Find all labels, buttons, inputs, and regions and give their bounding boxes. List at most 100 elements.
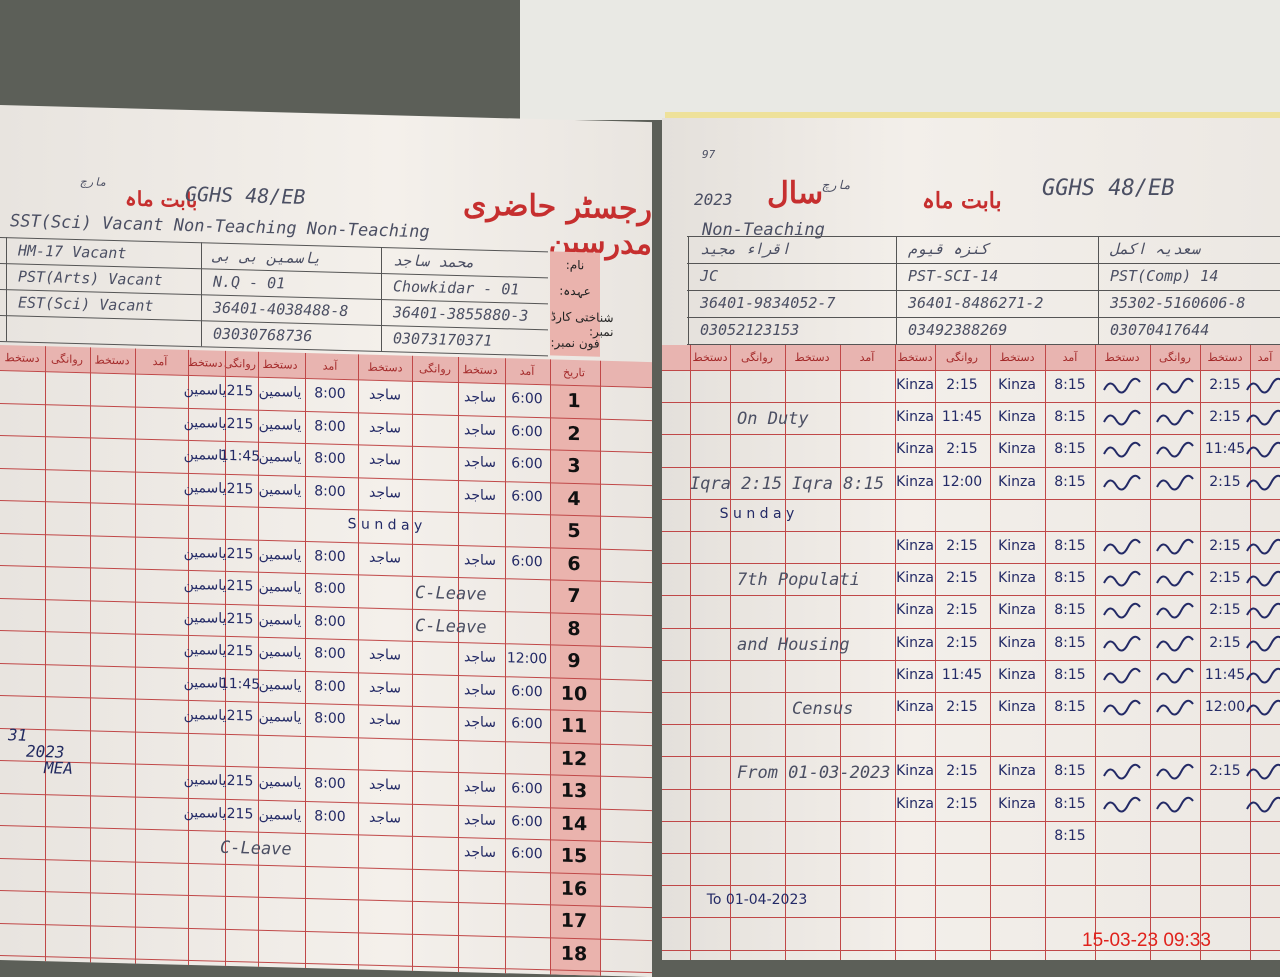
handwritten-entry: 215 <box>226 382 254 400</box>
signature-scribble-icon <box>1246 635 1280 652</box>
grid-column-line <box>600 360 601 977</box>
staff-post: N.Q - 01 <box>213 272 286 293</box>
handwritten-entry: Kinza <box>998 795 1036 812</box>
year-value: 2023 <box>694 190 733 209</box>
date-number: 8 <box>567 617 581 640</box>
handwritten-entry: 6:00 <box>511 845 543 863</box>
grid-column-line <box>1250 345 1251 960</box>
handwritten-entry: 215 <box>226 577 254 595</box>
handwritten-entry: 7th Populati <box>737 570 860 591</box>
handwritten-entry: 8:00 <box>314 580 346 598</box>
grid-row-line <box>662 885 1280 887</box>
handwritten-entry: یاسمین <box>258 416 302 434</box>
handwritten-entry: 2:15 <box>946 377 978 393</box>
rule-line <box>687 344 1280 345</box>
rule-line <box>687 236 1280 237</box>
column-header: روانگی <box>946 351 978 364</box>
grid-row-line <box>662 370 1280 371</box>
column-header: دستخط <box>794 351 830 364</box>
grid-column-line <box>690 345 691 960</box>
grid-column-line <box>785 345 786 960</box>
signature-scribble-icon <box>1246 410 1280 426</box>
handwritten-entry: 8:15 <box>1054 570 1086 587</box>
handwritten-entry: Kinza <box>896 570 934 587</box>
date-number: 2 <box>567 422 581 445</box>
staff-phone: 03492388269 <box>908 321 1008 339</box>
grid-column-line <box>840 345 841 960</box>
handwritten-entry: 215 <box>226 805 254 823</box>
column-divider <box>201 242 202 347</box>
handwritten-entry: Kinza <box>998 441 1036 458</box>
handwritten-entry: ساجد <box>369 776 401 794</box>
handwritten-entry: 2:15 <box>946 441 978 458</box>
handwritten-entry: Kinza <box>896 795 934 812</box>
handwritten-entry: 8:00 <box>314 645 346 663</box>
row-label: فون نمبر: <box>550 335 600 351</box>
margin-note: 31 <box>8 725 28 745</box>
month-label: بابت ماہ <box>922 188 1002 214</box>
column-divider <box>688 236 689 344</box>
signature-scribble-icon <box>1103 377 1141 394</box>
date-number: 15 <box>560 844 588 868</box>
handwritten-entry: Kinza <box>896 409 934 426</box>
date-number: 17 <box>560 909 588 933</box>
handwritten-entry: یاسمین <box>183 479 227 497</box>
right-register-page: 97 2023 سال مارچ بابت ماہ GGHS 48/EB Non… <box>662 118 1280 960</box>
handwritten-entry: 8:00 <box>314 710 346 728</box>
signature-scribble-icon <box>1156 667 1194 684</box>
handwritten-entry: 8:15 <box>1054 795 1086 812</box>
signature-scribble-icon <box>1246 474 1280 491</box>
grid-row-line <box>662 788 1280 790</box>
handwritten-entry: 11:45 <box>1204 441 1246 458</box>
handwritten-entry: Kinza <box>998 602 1036 619</box>
grid-column-line <box>730 345 731 960</box>
staff-post: JC <box>700 267 719 285</box>
handwritten-entry: یاسمین <box>258 578 302 596</box>
column-header: دستخط <box>1207 351 1243 364</box>
handwritten-entry: 215 <box>226 642 254 660</box>
grid-column-line <box>90 347 91 977</box>
handwritten-entry: 215 <box>226 545 254 563</box>
handwritten-entry: 12:00 <box>1204 699 1246 715</box>
handwritten-entry: 2:15 <box>1209 409 1241 426</box>
handwritten-entry: 215 <box>226 415 254 433</box>
grid-row-line <box>662 563 1280 565</box>
handwritten-entry: ساجد <box>464 649 496 666</box>
handwritten-entry: Kinza <box>998 699 1036 715</box>
signature-scribble-icon <box>1156 474 1194 491</box>
date-number: 6 <box>567 552 581 575</box>
grid-column-line <box>1200 345 1201 960</box>
year-label: سال <box>767 176 824 211</box>
column-header: دستخط <box>4 351 40 366</box>
staff-cnic: 35302-5160606-8 <box>1110 294 1246 312</box>
row-label: عہدہ: <box>559 283 591 299</box>
grid-column-line <box>258 351 259 977</box>
signature-scribble-icon <box>1103 764 1141 780</box>
handwritten-entry: 2:15 <box>946 795 978 812</box>
handwritten-entry: Kinza <box>896 699 934 715</box>
column-divider <box>6 237 7 342</box>
grid-row-line <box>662 659 1280 661</box>
handwritten-entry: 215 <box>226 707 254 725</box>
signature-scribble-icon <box>1246 377 1280 394</box>
date-number: 5 <box>567 519 581 543</box>
handwritten-entry: 2:15 <box>1209 602 1241 619</box>
month-value: مارچ <box>80 175 107 189</box>
row-label: شناختی کارڈ نمبر: <box>550 309 614 340</box>
handwritten-entry: 8:15 <box>1054 666 1086 683</box>
handwritten-entry: ساجد <box>369 386 401 404</box>
handwritten-entry: ساجد <box>464 844 496 861</box>
handwritten-entry: یاسمین <box>183 381 227 399</box>
handwritten-entry: 8:00 <box>314 450 346 468</box>
handwritten-entry: 6:00 <box>511 422 543 440</box>
grid-row-line <box>662 724 1280 726</box>
handwritten-entry: 8:00 <box>314 482 346 500</box>
signature-scribble-icon <box>1103 667 1141 684</box>
handwritten-entry: 8:15 <box>1054 602 1086 619</box>
handwritten-entry: یاسمین <box>183 771 227 789</box>
handwritten-entry: Kinza <box>896 634 934 651</box>
column-header: دستخط <box>692 351 728 364</box>
grid-row-line <box>662 595 1280 597</box>
grid-column-line <box>305 352 306 977</box>
staff-post: PST(Arts) Vacant <box>18 267 163 290</box>
